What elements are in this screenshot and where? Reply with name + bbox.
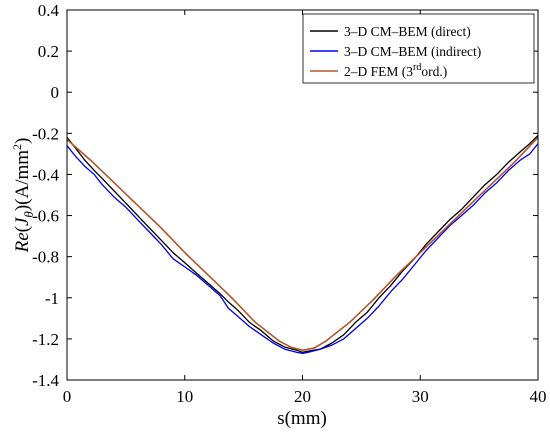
- y-tick-label: -0.4: [32, 165, 59, 184]
- legend-label-indirect: 3–D CM–BEM (indirect): [344, 44, 481, 59]
- series-lines: [66, 134, 539, 354]
- x-tick-label: 30: [412, 387, 429, 406]
- x-tick-label: 10: [176, 387, 193, 406]
- y-tick-label: -0.6: [32, 207, 59, 226]
- legend-label-direct: 3–D CM–BEM (direct): [344, 24, 471, 39]
- legend-box: [302, 13, 535, 84]
- y-tick-label: -1: [45, 289, 59, 308]
- series-line-1: [66, 143, 539, 354]
- series-line-0: [66, 134, 539, 353]
- tick-labels: 0 10 20 30 40 -1.4 -1.2 -1 -0.8 -0.6 -0.4 -0.2 0 0.2 0…: [32, 1, 546, 406]
- y-tick-label: -0.2: [32, 124, 59, 143]
- y-tick-label: 0: [51, 83, 60, 102]
- y-tick-label: 0.4: [38, 1, 60, 20]
- x-tick-label: 20: [294, 387, 311, 406]
- legend-label-fem: 2–D FEM (3rdord.): [344, 62, 447, 79]
- legend: 3–D CM–BEM (direct) 3–D CM–BEM (indirect…: [302, 13, 535, 84]
- x-tick-label: 0: [63, 387, 72, 406]
- y-tick-label: 0.2: [38, 42, 59, 61]
- y-tick-label: -0.8: [32, 248, 59, 267]
- x-tick-label: 40: [530, 387, 547, 406]
- y-tick-label: -1.4: [32, 371, 59, 390]
- y-axis-label: Re(Jθ)(A/mm2): [10, 138, 36, 254]
- x-axis-label: s(mm): [277, 408, 327, 429]
- series-line-2: [66, 136, 539, 352]
- plot-frame: [66, 9, 539, 381]
- y-tick-label: -1.2: [32, 330, 59, 349]
